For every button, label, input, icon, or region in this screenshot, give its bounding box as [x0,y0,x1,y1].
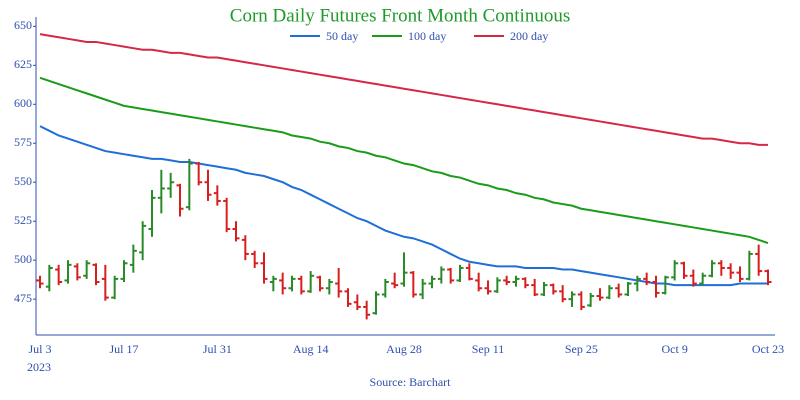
x-tick-label: Oct 23 [752,342,784,356]
x-tick-label: Jul 3 [28,342,51,356]
y-tick-label: 575 [14,135,32,149]
x-tick-label: Aug 14 [293,342,329,356]
y-tick-label: 500 [14,252,32,266]
x-year-label: 2023 [27,360,51,374]
source: Source: Barchart [370,375,452,389]
legend-label: 200 day [510,29,548,43]
y-tick-label: 650 [14,18,32,32]
x-tick-label: Aug 28 [386,342,422,356]
y-tick-label: 550 [14,174,32,188]
y-tick-label: 475 [14,291,32,305]
chart-title: Corn Daily Futures Front Month Continuou… [230,5,570,26]
x-tick-label: Oct 9 [662,342,688,356]
legend-label: 100 day [408,29,446,43]
y-tick-label: 625 [14,57,32,71]
x-tick-label: Sep 25 [565,342,598,356]
y-tick-label: 600 [14,96,32,110]
moving-average-line [39,33,768,146]
x-tick-label: Jul 17 [109,342,138,356]
x-tick-label: Jul 31 [203,342,232,356]
x-tick-label: Sep 11 [472,342,505,356]
y-tick-label: 525 [14,213,32,227]
moving-average-line [39,76,769,244]
legend-label: 50 day [326,29,358,43]
